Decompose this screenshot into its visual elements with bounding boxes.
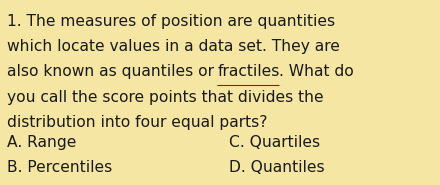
Text: which locate values in a data set. They are: which locate values in a data set. They … (7, 39, 340, 54)
Text: D. Quantiles: D. Quantiles (229, 160, 324, 175)
Text: . What do: . What do (279, 64, 354, 79)
Text: distribution into four equal parts?: distribution into four equal parts? (7, 115, 267, 130)
Text: A. Range: A. Range (7, 135, 76, 150)
Text: C. Quartiles: C. Quartiles (229, 135, 320, 150)
Text: also known as quantiles or: also known as quantiles or (7, 64, 219, 79)
Text: you call the score points that divides the: you call the score points that divides t… (7, 90, 323, 105)
Text: 1. The measures of position are quantities: 1. The measures of position are quantiti… (7, 14, 335, 29)
Text: fractiles: fractiles (217, 64, 279, 79)
Text: B. Percentiles: B. Percentiles (7, 160, 112, 175)
